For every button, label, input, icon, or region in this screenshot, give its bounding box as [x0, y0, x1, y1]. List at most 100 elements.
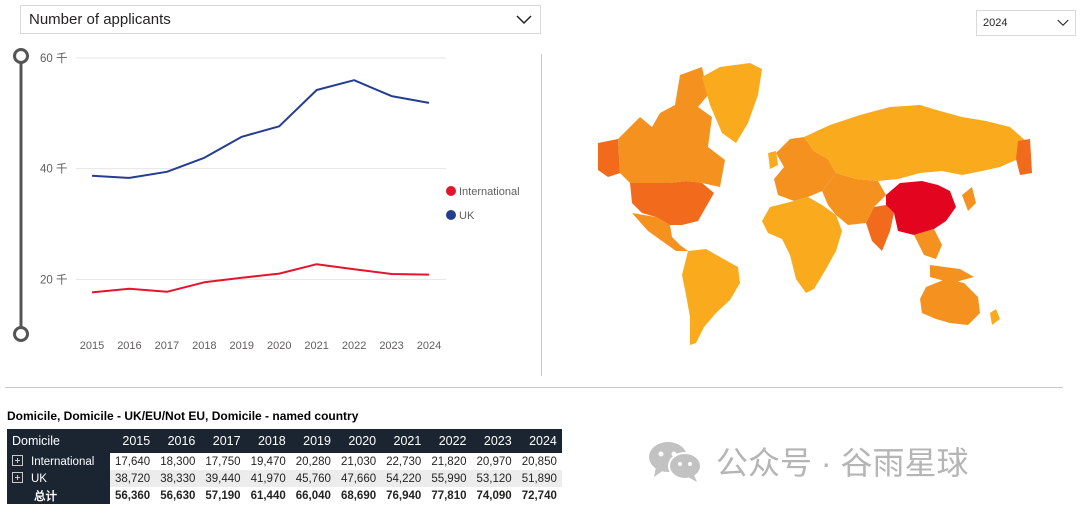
measure-dropdown-value: Number of applicants — [29, 11, 171, 28]
year-dropdown-value: 2024 — [983, 17, 1008, 29]
slider-handle-top[interactable] — [13, 48, 29, 64]
expand-icon[interactable] — [12, 455, 23, 466]
column-header-year[interactable]: 2023 — [471, 429, 517, 453]
expand-icon[interactable] — [12, 472, 23, 483]
matrix-header-row: Domicile 2015 2016 2017 2018 2019 2020 2021 2022… — [7, 429, 562, 453]
map-region-new-zealand[interactable] — [990, 309, 1000, 325]
x-tick-label: 2020 — [267, 340, 291, 352]
map-region-usa[interactable] — [630, 181, 714, 225]
column-header-year[interactable]: 2017 — [200, 429, 246, 453]
table-title: Domicile, Domicile - UK/EU/Not EU, Domic… — [7, 409, 359, 423]
map-region-europe[interactable] — [774, 137, 836, 201]
total-cell: 72,740 — [521, 489, 557, 502]
chevron-down-icon — [516, 14, 532, 24]
total-cell: 56,630 — [160, 489, 196, 502]
table-cell: 55,990 — [426, 470, 472, 487]
table-cell: 38,720 — [110, 470, 156, 487]
table-cell: 54,220 — [381, 470, 427, 487]
x-tick-label: 2016 — [117, 340, 141, 352]
x-tick-label: 2018 — [192, 340, 216, 352]
map-region-canada[interactable] — [618, 67, 725, 187]
column-header-year[interactable]: 2015 — [110, 429, 156, 453]
row-header: UK — [7, 470, 110, 487]
total-cell: 68,690 — [340, 489, 377, 502]
legend-label[interactable]: UK — [459, 210, 475, 222]
map-region-greenland[interactable] — [702, 63, 762, 143]
table-cell: 45,760 — [290, 470, 336, 487]
table-cell: 19,470 — [250, 455, 286, 468]
measure-dropdown[interactable]: Number of applicants — [20, 5, 541, 34]
column-header-year[interactable]: 2019 — [290, 429, 336, 453]
table-cell: 21,030 — [340, 455, 377, 468]
line-chart: 20 千 40 千 60 千 2015 2016 2017 2018 2019 2020 202… — [13, 48, 520, 352]
table-cell: 53,120 — [471, 470, 517, 487]
map-region-india[interactable] — [866, 205, 894, 251]
table-cell: 39,440 — [200, 470, 246, 487]
series-line-international[interactable] — [91, 263, 430, 294]
table-cell: 20,850 — [521, 455, 557, 468]
table-cell: 47,660 — [335, 470, 382, 487]
year-dropdown[interactable]: 2024 — [976, 10, 1076, 36]
map-region-africa[interactable] — [762, 197, 842, 293]
column-header-year[interactable]: 2020 — [335, 429, 382, 453]
table-cell: 22,730 — [386, 455, 422, 468]
table-cell: 17,640 — [115, 455, 151, 468]
map-region-south-america[interactable] — [682, 249, 740, 345]
table-cell: 18,300 — [160, 455, 196, 468]
map-region-middle-east[interactable] — [822, 173, 886, 225]
table-cell: 20,970 — [476, 455, 512, 468]
row-header: International — [7, 453, 110, 470]
chevron-down-icon — [1057, 19, 1069, 27]
table-row: International 17,640 18,300 17,750 19,470 20,… — [7, 453, 562, 470]
total-cell: 61,440 — [250, 489, 286, 502]
total-cell: 74,090 — [476, 489, 512, 502]
x-tick-label: 2024 — [417, 340, 441, 352]
table-cell: 17,750 — [205, 455, 241, 468]
table-cell: 51,890 — [516, 470, 562, 487]
column-header-year[interactable]: 2016 — [155, 429, 201, 453]
legend-label[interactable]: International — [459, 186, 520, 198]
total-cell: 57,190 — [205, 489, 241, 502]
map-region-china[interactable] — [886, 181, 956, 235]
domicile-matrix: Domicile 2015 2016 2017 2018 2019 2020 2021 2022… — [7, 429, 562, 504]
watermark-text: 公众号 · 谷雨星球 — [716, 445, 969, 481]
map-region-alaska[interactable] — [598, 139, 620, 177]
x-tick-label: 2015 — [80, 340, 104, 352]
total-cell: 76,940 — [386, 489, 422, 502]
total-cell: 56,360 — [115, 489, 151, 502]
map-region-mexico[interactable] — [632, 213, 688, 251]
map-region-southeast-asia[interactable] — [914, 187, 976, 283]
x-tick-label: 2023 — [379, 340, 403, 352]
table-cell: 20,280 — [295, 455, 331, 468]
vertical-divider — [541, 54, 542, 376]
column-header-year[interactable]: 2021 — [381, 429, 427, 453]
x-tick-label: 2019 — [230, 340, 254, 352]
legend-marker — [446, 186, 456, 196]
table-cell: 38,330 — [155, 470, 201, 487]
total-label: 总计 — [7, 487, 110, 504]
map-region-uk[interactable] — [768, 151, 778, 169]
world-choropleth-map[interactable] — [590, 55, 1040, 350]
x-tick-label: 2021 — [304, 340, 328, 352]
y-tick-label: 40 千 — [40, 163, 68, 176]
slider-handle-bottom[interactable] — [13, 326, 29, 342]
row-label: UK — [31, 473, 47, 485]
row-label: International — [31, 456, 95, 468]
column-header-domicile[interactable]: Domicile — [7, 429, 110, 453]
legend-marker — [446, 210, 456, 220]
y-axis-range-slider[interactable] — [13, 48, 29, 342]
horizontal-divider — [5, 387, 1063, 388]
total-cell: 77,810 — [431, 489, 467, 502]
y-tick-label: 20 千 — [40, 273, 68, 286]
total-cell: 66,040 — [295, 489, 331, 502]
y-tick-label: 60 千 — [40, 52, 68, 65]
map-region-australia[interactable] — [920, 279, 980, 325]
map-region-russia[interactable] — [804, 105, 1026, 181]
table-row: UK 38,720 38,330 39,440 41,970 45,760 47,660 54… — [7, 470, 562, 487]
map-region-far-east[interactable] — [1016, 139, 1032, 175]
column-header-year[interactable]: 2018 — [245, 429, 291, 453]
column-header-year[interactable]: 2022 — [426, 429, 472, 453]
series-line-uk[interactable] — [91, 79, 430, 179]
column-header-year[interactable]: 2024 — [516, 429, 562, 453]
table-cell: 21,820 — [431, 455, 467, 468]
